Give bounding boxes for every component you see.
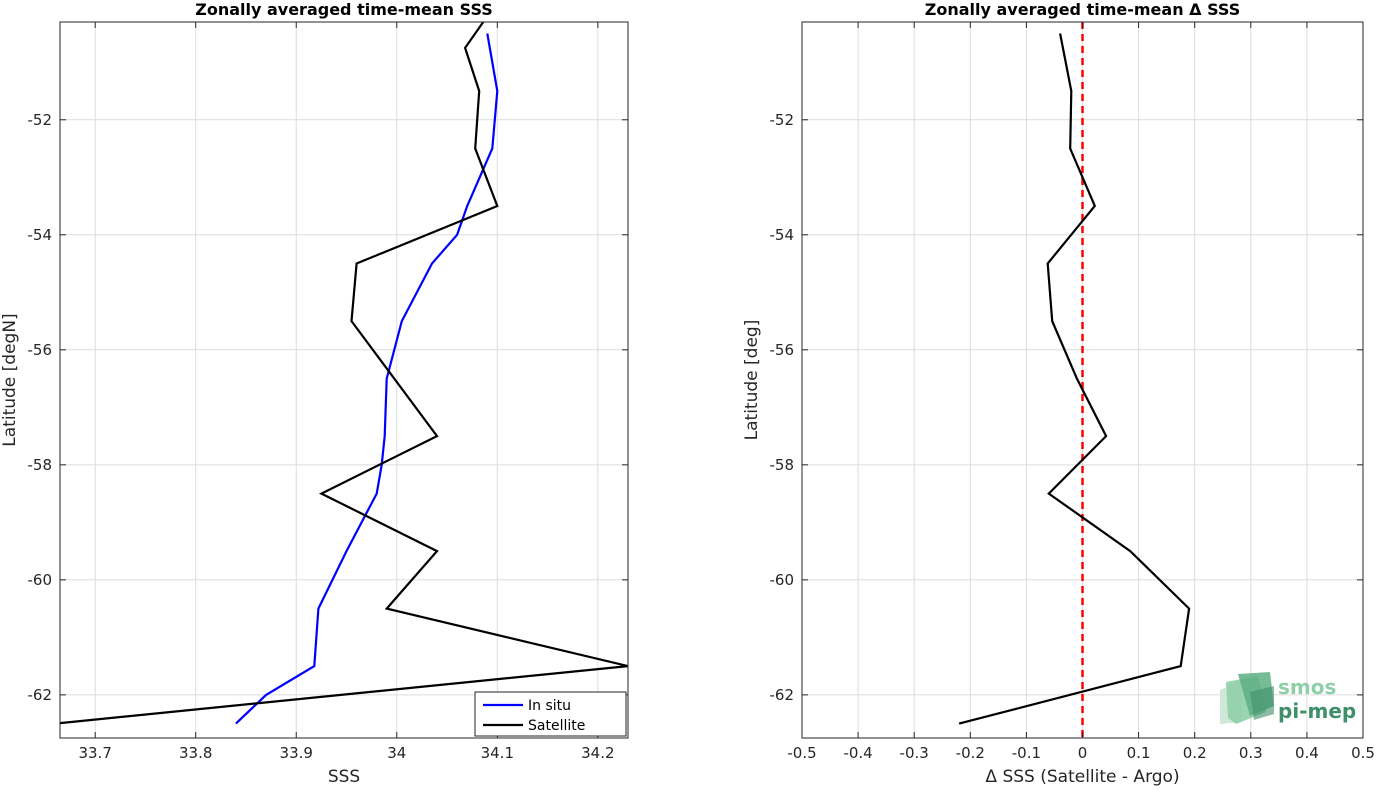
x-tick-label: 33.7	[78, 744, 111, 762]
x-tick-label: 34.1	[481, 744, 514, 762]
y-tick-label: -58	[28, 456, 53, 474]
logo-text-pimep: pi-mep	[1278, 699, 1356, 723]
chart-title: Zonally averaged time-mean SSS	[195, 0, 493, 19]
axes-box	[59, 21, 629, 739]
x-tick-label: 34	[387, 744, 406, 762]
x-tick-label: 33.8	[179, 744, 212, 762]
series-line-0	[958, 33, 1191, 725]
y-tick-label: -58	[770, 456, 795, 474]
legend-box	[474, 691, 627, 737]
logo-text-smos: smos	[1278, 675, 1336, 699]
y-tick-label: -60	[770, 571, 795, 589]
x-tick-label: -0.4	[843, 744, 872, 762]
y-tick-label: -60	[28, 571, 53, 589]
x-tick-label: 0.4	[1295, 744, 1319, 762]
x-tick-label: 0.3	[1239, 744, 1263, 762]
chart-left-sss: 33.7 33.8 33.9 34 34.1 34.2 -52 -54 -56 -58 -60 -62…	[0, 0, 629, 787]
y-tick-label: -56	[770, 341, 795, 359]
y-tick-label: -54	[28, 226, 53, 244]
x-tick-label: 0.5	[1351, 744, 1375, 762]
x-tick-label: 0.1	[1127, 744, 1151, 762]
x-tick-label: -0.5	[787, 744, 816, 762]
plot-area	[60, 22, 628, 738]
x-tick-label: -0.1	[1012, 744, 1041, 762]
y-tick-label: -52	[770, 111, 795, 129]
legend: In situ Satellite	[474, 691, 627, 737]
x-axis-label: Δ SSS (Satellite - Argo)	[985, 767, 1179, 787]
x-axis-label: SSS	[328, 767, 360, 787]
series-line-1	[60, 22, 628, 725]
x-tick-label: -0.2	[956, 744, 985, 762]
y-tick-label: -62	[28, 686, 53, 704]
x-tick-label: 0.2	[1183, 744, 1207, 762]
chart-title: Zonally averaged time-mean Δ SSS	[925, 0, 1241, 19]
x-tick-label: 0	[1078, 744, 1088, 762]
series-line-0	[235, 33, 499, 725]
y-tick-label: -54	[770, 226, 795, 244]
legend-entry-label: In situ	[528, 698, 571, 714]
x-tick-label: -0.3	[900, 744, 929, 762]
x-tick-label: 33.9	[280, 744, 313, 762]
legend-entry-label: Satellite	[528, 718, 585, 734]
y-axis-label: Latitude [deg]	[742, 320, 762, 441]
y-tick-label: -56	[28, 341, 53, 359]
logo-shape-dark	[1250, 686, 1274, 720]
y-tick-label: -62	[770, 686, 795, 704]
y-axis-label: Latitude [degN]	[0, 313, 20, 446]
y-tick-label: -52	[28, 111, 53, 129]
x-tick-label: 34.2	[581, 744, 614, 762]
chart-right-delta-sss: -0.5 -0.4 -0.3 -0.2 -0.1 0 0.1 0.2 0.3 0.4 0.5 -52 -…	[742, 0, 1375, 787]
